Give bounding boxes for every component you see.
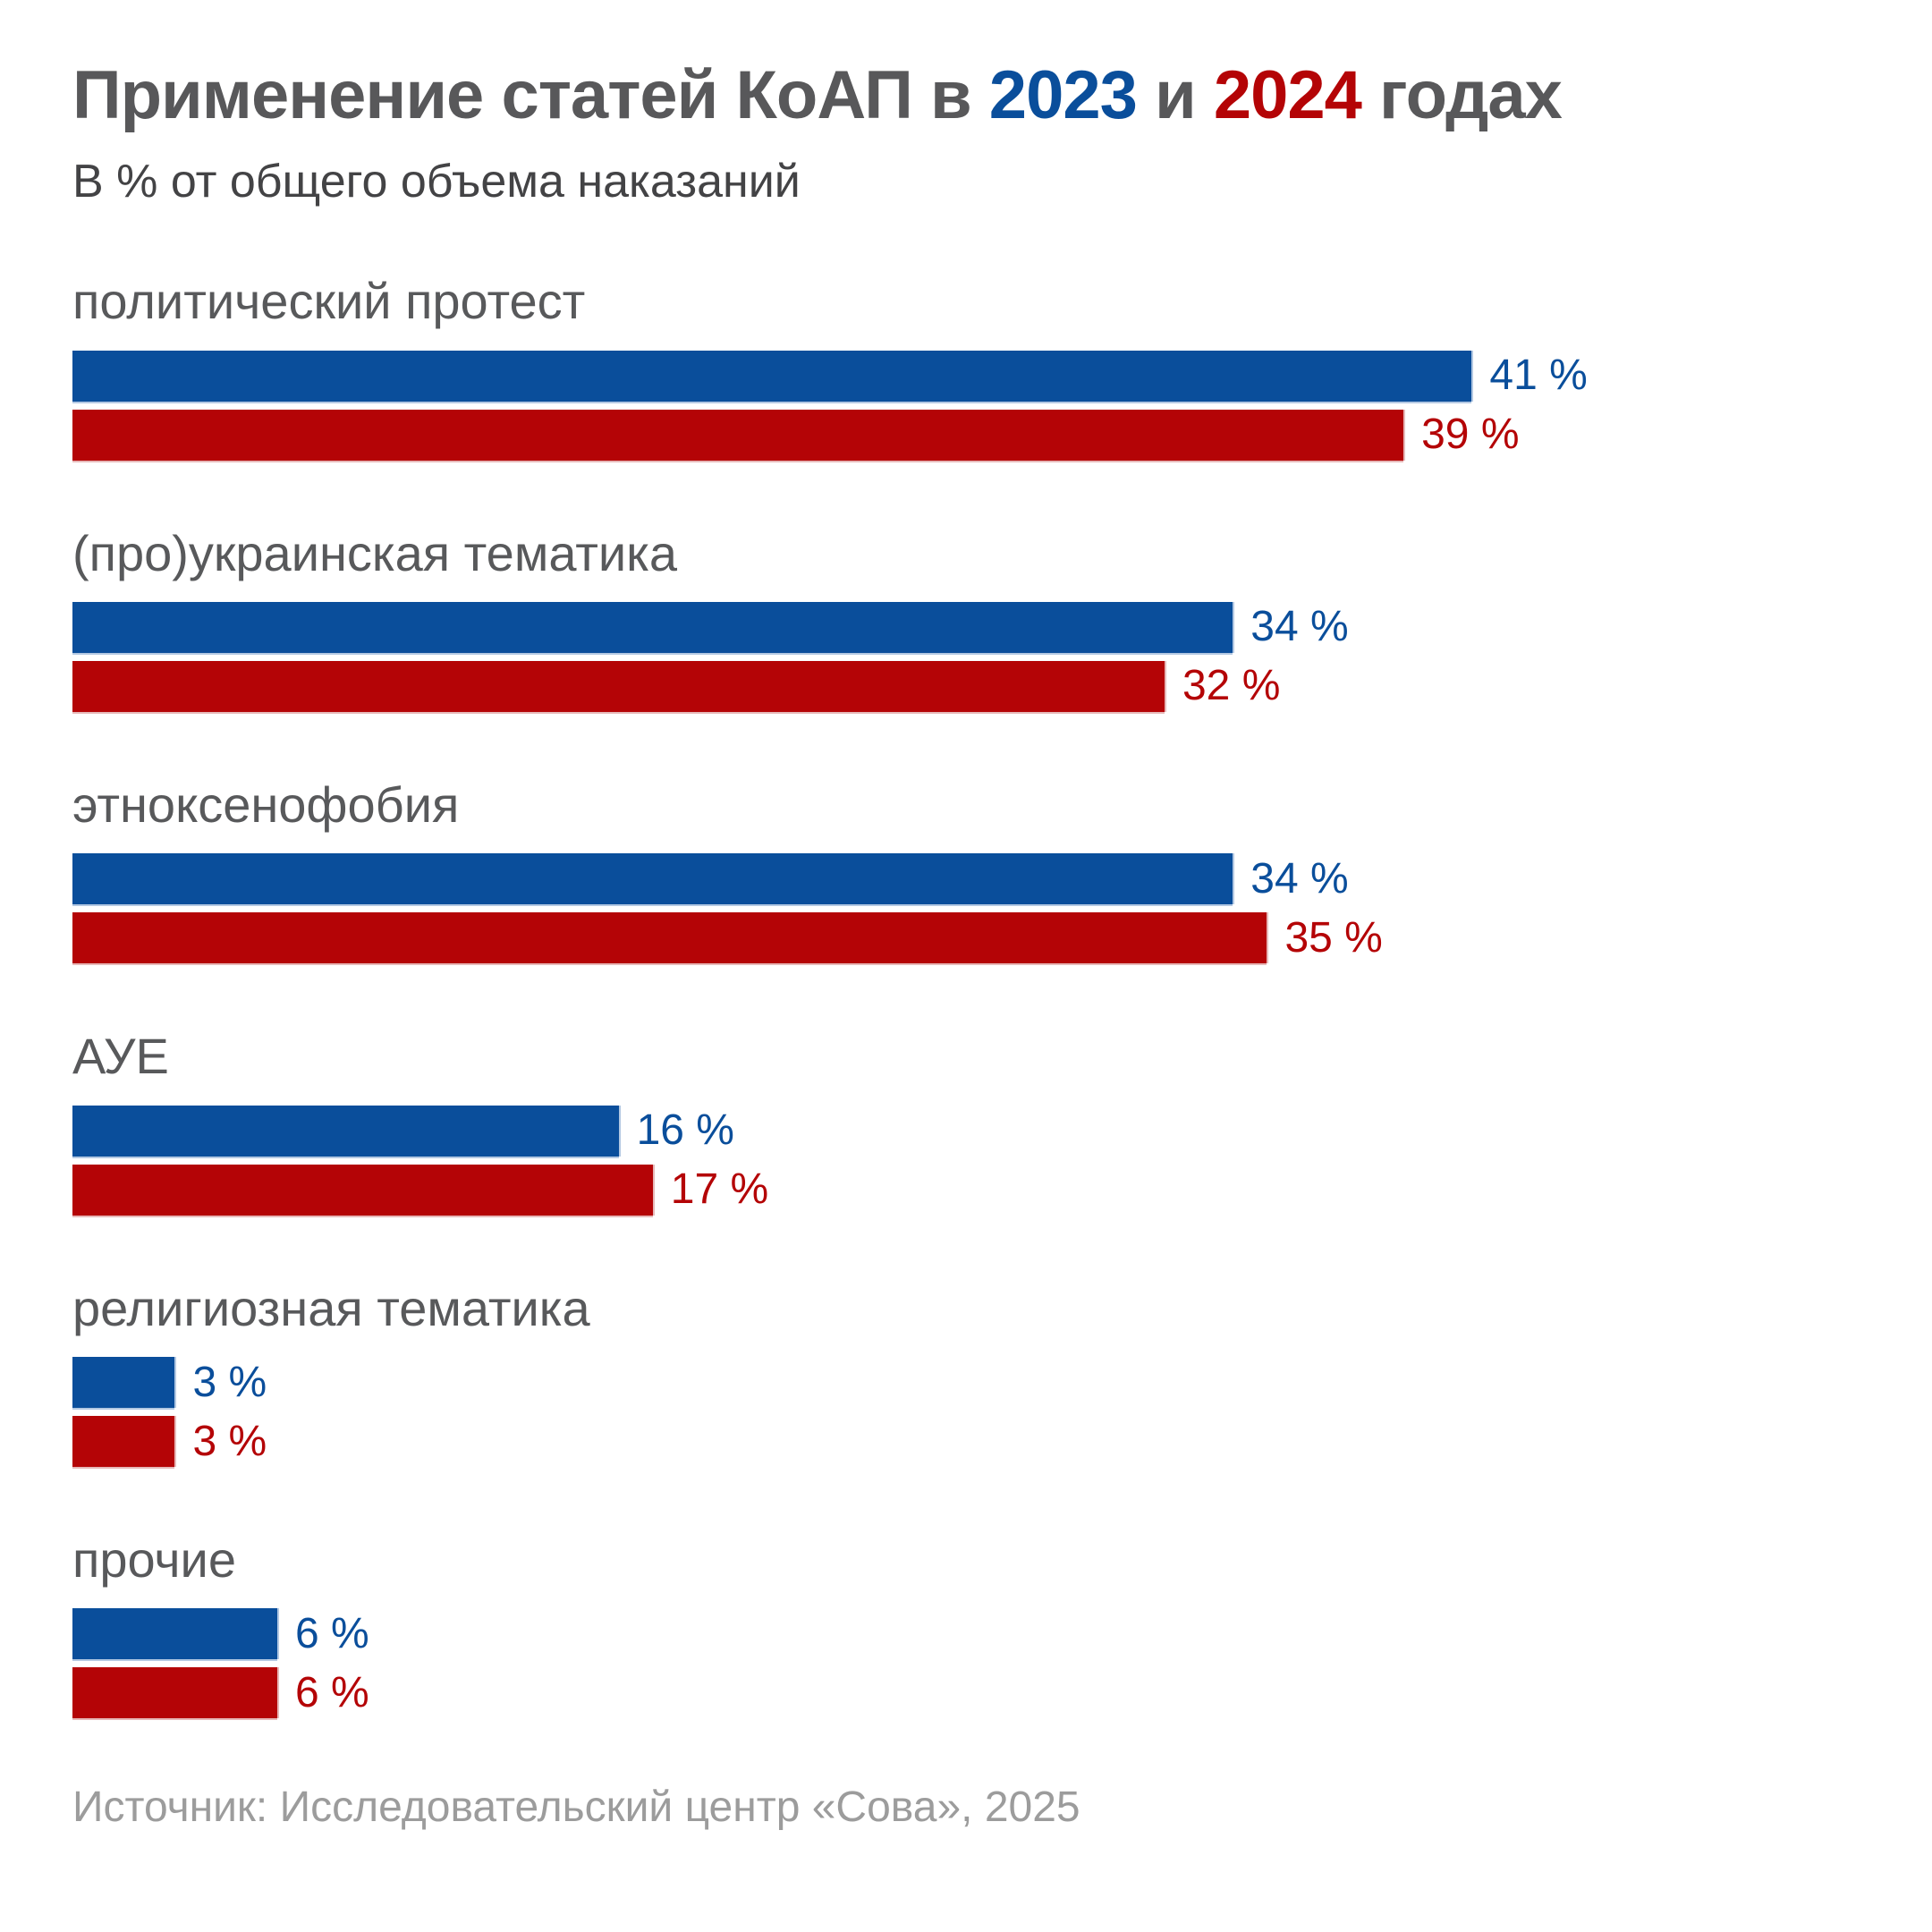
title-year-2023: 2023 (988, 57, 1138, 133)
value-label-2024: 39 % (1421, 411, 1520, 458)
bar-2023 (72, 853, 1233, 905)
source-note: Источник: Исследовательский центр «Сова»… (72, 1784, 1080, 1832)
bar-row-2023: 41 % (72, 350, 1860, 402)
value-label-2023: 16 % (636, 1106, 734, 1155)
bar-2024 (72, 1164, 653, 1216)
bar-2023 (72, 1357, 175, 1409)
bar-2024 (72, 660, 1165, 712)
chart-group: прочие 6 % 6 % (72, 1531, 1860, 1719)
bar-2023 (72, 350, 1472, 402)
chart-group: АУЕ 16 % 17 % (72, 1028, 1860, 1216)
bar-2023 (72, 601, 1233, 653)
page-title: Применение статей КоАП в 2023 и 2024 год… (72, 57, 1860, 133)
chart-group: этноксенофобия 34 % 35 % (72, 775, 1860, 964)
value-label-2023: 6 % (294, 1609, 369, 1657)
category-label: прочие (72, 1531, 236, 1589)
value-label-2023: 34 % (1250, 603, 1349, 651)
bar-row-2024: 35 % (72, 912, 1860, 964)
bar-2023 (72, 1608, 277, 1660)
bar-row-2024: 39 % (72, 409, 1860, 461)
value-label-2024: 6 % (294, 1668, 369, 1716)
bar-row-2023: 6 % (72, 1608, 1860, 1660)
category-label: АУЕ (72, 1028, 169, 1085)
bar-chart: политический протест 41 % 39 % (про)украинс… (72, 273, 1860, 1719)
chart-group: религиозная тематика 3 % 3 % (72, 1279, 1860, 1468)
bar-2024 (72, 912, 1267, 964)
title-year-2024: 2024 (1213, 57, 1362, 133)
bar-row-2023: 16 % (72, 1105, 1860, 1157)
bar-2024 (72, 409, 1404, 461)
bar-row-2024: 17 % (72, 1164, 1860, 1216)
bar-row-2023: 34 % (72, 601, 1860, 653)
value-label-2024: 32 % (1182, 662, 1281, 710)
title-conjunction: и (1136, 57, 1214, 133)
bar-row-2024: 3 % (72, 1416, 1860, 1468)
value-label-2024: 3 % (192, 1417, 267, 1465)
bar-row-2023: 34 % (72, 853, 1860, 905)
bar-2024 (72, 1416, 175, 1468)
bar-2023 (72, 1105, 619, 1157)
value-label-2023: 3 % (192, 1358, 267, 1406)
bar-row-2023: 3 % (72, 1357, 1860, 1409)
category-label: (про)украинская тематика (72, 524, 678, 581)
category-label: политический протест (72, 273, 586, 330)
category-label: этноксенофобия (72, 775, 460, 833)
category-label: религиозная тематика (72, 1279, 590, 1336)
chart-group: (про)украинская тематика 34 % 32 % (72, 525, 1860, 712)
value-label-2024: 35 % (1284, 913, 1383, 962)
value-label-2023: 41 % (1489, 352, 1588, 399)
title-suffix: годах (1360, 57, 1563, 133)
title-prefix: Применение статей КоАП в (72, 57, 989, 133)
value-label-2023: 34 % (1250, 854, 1349, 902)
chart-subtitle: В % от общего объема наказаний (72, 156, 801, 208)
bar-row-2024: 6 % (72, 1667, 1860, 1719)
value-label-2024: 17 % (670, 1165, 769, 1214)
bar-2024 (72, 1667, 277, 1719)
chart-group: политический протест 41 % 39 % (72, 273, 1860, 461)
bar-row-2024: 32 % (72, 660, 1860, 712)
